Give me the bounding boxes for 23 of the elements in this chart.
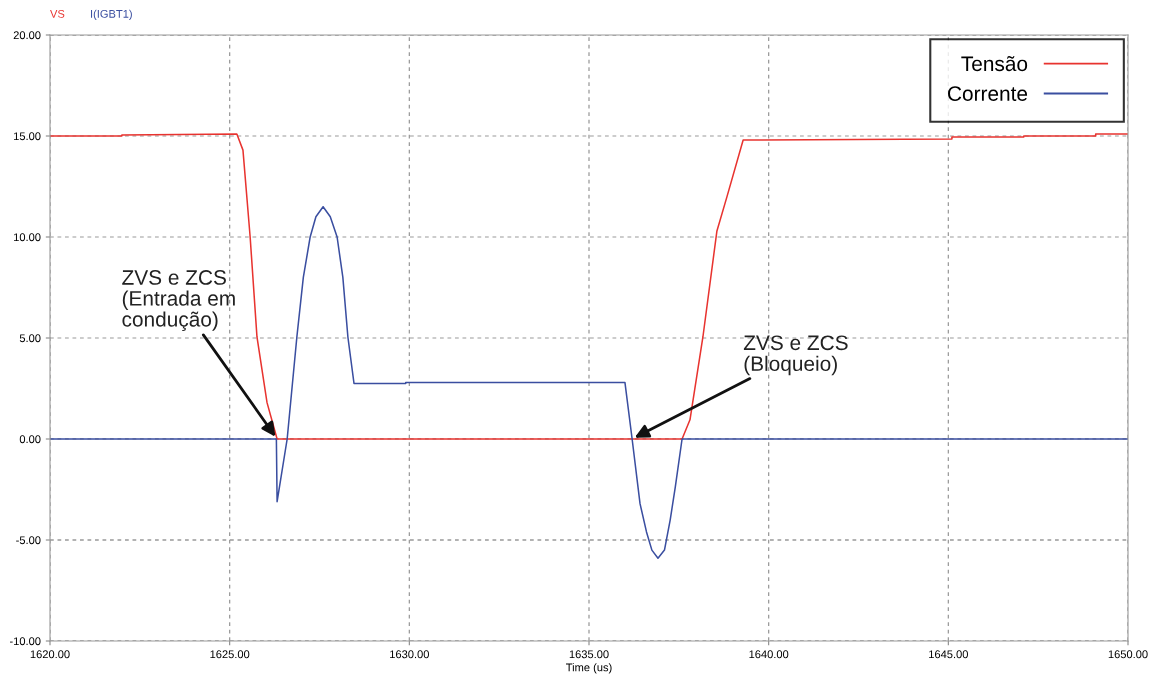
x-tick-label: 1630.00 — [390, 650, 429, 659]
x-tick-label: 1645.00 — [929, 650, 968, 659]
x-tick-label: 1640.00 — [749, 650, 789, 659]
annotation: ZVS e ZCS (Bloqueio) — [743, 335, 848, 376]
text: VS — [50, 9, 65, 18]
legend-label: Corrente — [948, 86, 1028, 101]
x-axis-title: Time (us) — [566, 663, 612, 674]
x-tick-label: 1650.00 — [1108, 650, 1148, 659]
y-tick-label: 15.00 — [14, 132, 41, 141]
annotation: ZVS e ZCS (Entrada em condução) — [122, 270, 235, 331]
line-series — [50, 205, 1128, 559]
text: I(IGBT1) — [91, 9, 132, 20]
y-tick-label: 5.00 — [19, 334, 41, 343]
y-tick-label: 10.00 — [14, 233, 41, 242]
y-tick-label: 20.00 — [13, 31, 41, 40]
y-tick-label: -10.00 — [9, 637, 41, 646]
x-tick-label: 1635.00 — [569, 650, 609, 659]
x-tick-label: 1625.00 — [210, 650, 250, 659]
x-tick-label: 1620.00 — [30, 650, 70, 659]
legend-label: Tensão — [961, 55, 1028, 72]
y-tick-label: 0.00 — [19, 435, 41, 444]
line-series — [50, 133, 1128, 440]
y-tick-label: -5.00 — [16, 536, 41, 545]
